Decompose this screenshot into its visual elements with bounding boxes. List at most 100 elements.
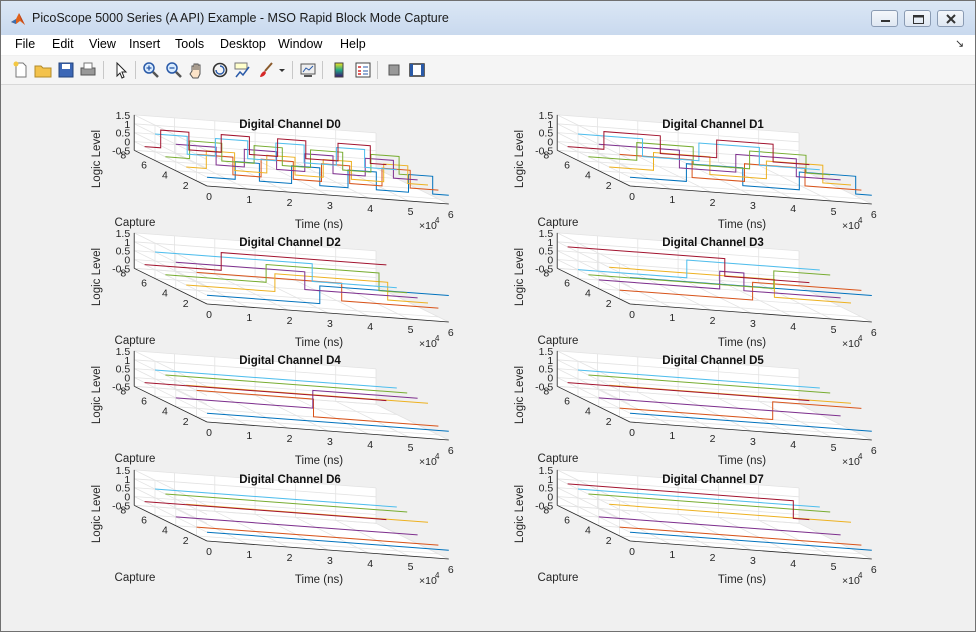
- y-tick-label: 6: [141, 278, 147, 290]
- y-tick-label: 2: [606, 535, 612, 547]
- close-button[interactable]: [937, 10, 964, 27]
- capture-trace-7: [567, 382, 810, 402]
- x-exponent-label: ×10: [842, 220, 860, 232]
- capture-trace-4: [598, 516, 841, 536]
- capture-trace-1: [206, 160, 449, 196]
- x-tick-label: 3: [327, 555, 333, 567]
- x-tick-label: 3: [750, 436, 756, 448]
- select-arrow-icon[interactable]: [111, 60, 131, 80]
- x-tick-label: 1: [246, 194, 252, 206]
- menu-window[interactable]: Window: [278, 37, 323, 51]
- minimize-icon: [881, 20, 890, 22]
- menu-edit[interactable]: Edit: [52, 37, 74, 51]
- x-tick-label: 5: [831, 206, 837, 218]
- brush-dropdown-icon[interactable]: [276, 60, 288, 80]
- y-axis-line: [557, 267, 631, 305]
- capture-trace-6: [577, 259, 820, 279]
- y-tick-label: 4: [162, 525, 168, 537]
- z-tick-label: 0.5: [116, 483, 131, 495]
- y-tick-label: 8: [120, 267, 126, 279]
- y-tick-label: 8: [120, 149, 126, 161]
- data-cursor-icon[interactable]: [233, 60, 253, 80]
- x-tick-label: 0: [629, 191, 635, 203]
- capture-trace-1: [629, 163, 872, 196]
- menu-help[interactable]: Help: [340, 37, 366, 51]
- x-axis-label: Time (ns): [295, 337, 343, 349]
- x-tick-label: 0: [629, 546, 635, 558]
- menu-view[interactable]: View: [89, 37, 116, 51]
- z-axis-label: Logic Level: [91, 366, 103, 424]
- z-tick-label: 1: [124, 355, 130, 367]
- z-tick-label: 0: [124, 254, 130, 266]
- menu-dock-arrow-icon[interactable]: ↘: [955, 38, 965, 50]
- z-tick-label: -0.5: [535, 145, 553, 157]
- x-axis-label: Time (ns): [718, 219, 766, 231]
- capture-trace-7: [567, 246, 810, 284]
- z-tick-label: 0.5: [116, 128, 131, 140]
- chart-title: Digital Channel D7: [662, 474, 764, 486]
- x-exponent-power: 4: [435, 571, 440, 580]
- x-tick-label: 0: [629, 309, 635, 321]
- x-tick-label: 4: [790, 203, 796, 215]
- z-tick-label: -0.5: [112, 381, 130, 393]
- show-plot-tools-icon[interactable]: [407, 60, 427, 80]
- z-tick-label: 0.5: [539, 246, 554, 258]
- menu-file[interactable]: File: [15, 37, 36, 51]
- x-tick-label: 2: [287, 197, 293, 209]
- new-figure-icon[interactable]: [11, 60, 31, 80]
- x-tick-label: 3: [327, 200, 333, 212]
- brush-icon[interactable]: [257, 60, 277, 80]
- x-exponent-label: ×10: [419, 338, 437, 350]
- y-tick-label: 2: [606, 416, 612, 428]
- toolbar-separator: [292, 61, 293, 79]
- y-axis-label: Capture: [115, 572, 156, 584]
- menu-insert[interactable]: Insert: [129, 37, 161, 51]
- menu-bar: File Edit View Insert Tools Desktop Wind…: [1, 35, 975, 55]
- capture-trace-4: [598, 397, 841, 417]
- maximize-button[interactable]: [904, 10, 931, 27]
- capture-trace-7: [567, 131, 810, 166]
- link-plot-icon[interactable]: [298, 60, 318, 80]
- x-tick-label: 6: [448, 327, 454, 339]
- y-tick-label: 6: [564, 278, 570, 290]
- x-tick-label: 0: [206, 427, 212, 439]
- print-icon[interactable]: [78, 60, 98, 80]
- legend-icon[interactable]: [353, 60, 373, 80]
- y-tick-label: 4: [162, 170, 168, 182]
- z-axis-label: Logic Level: [91, 130, 103, 188]
- x-tick-label: 1: [246, 430, 252, 442]
- x-tick-label: 3: [750, 318, 756, 330]
- capture-trace-1: [629, 531, 872, 551]
- colorbar-icon[interactable]: [329, 60, 349, 80]
- toolbar-separator: [377, 61, 378, 79]
- x-tick-label: 4: [790, 439, 796, 451]
- x-tick-label: 2: [710, 197, 716, 209]
- matlab-logo-icon: [11, 13, 25, 25]
- menu-tools[interactable]: Tools: [175, 37, 205, 51]
- save-icon[interactable]: [56, 60, 76, 80]
- zoom-out-icon[interactable]: [164, 60, 184, 80]
- minimize-button[interactable]: [871, 10, 898, 27]
- x-axis-label: Time (ns): [295, 455, 343, 467]
- x-tick-label: 5: [408, 442, 414, 454]
- hide-plot-tools-icon[interactable]: [384, 60, 404, 80]
- chart-title: Digital Channel D3: [662, 237, 764, 249]
- rotate-3d-icon[interactable]: [210, 60, 230, 80]
- zoom-in-icon[interactable]: [141, 60, 161, 80]
- pan-icon[interactable]: [187, 60, 207, 80]
- y-tick-label: 8: [543, 385, 549, 397]
- y-tick-label: 2: [606, 180, 612, 192]
- z-tick-label: 1: [547, 355, 553, 367]
- capture-trace-5: [165, 263, 408, 294]
- z-axis-label: Logic Level: [514, 366, 526, 424]
- y-tick-label: 8: [543, 149, 549, 161]
- z-tick-label: 0.5: [539, 483, 554, 495]
- y-axis-line: [134, 385, 208, 423]
- menu-desktop[interactable]: Desktop: [220, 37, 266, 51]
- open-file-icon[interactable]: [33, 60, 53, 80]
- z-axis-label: Logic Level: [91, 248, 103, 306]
